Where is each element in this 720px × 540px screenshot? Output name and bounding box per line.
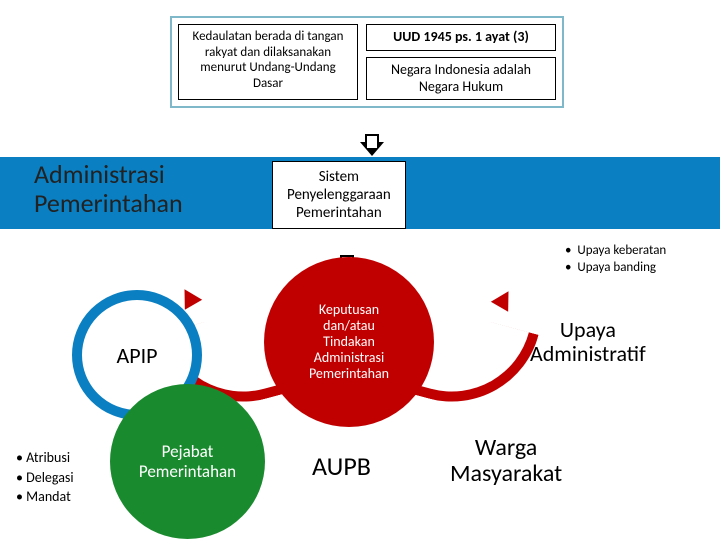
keputusan-l1: Keputusan bbox=[309, 302, 389, 318]
pejabat-circle: Pejabat Pemerintahan bbox=[110, 384, 265, 539]
keputusan-l5: Pemerintahan bbox=[309, 366, 389, 382]
top-right-col: UUD 1945 ps. 1 ayat (3) Negara Indonesia… bbox=[366, 24, 556, 100]
sistem-box: Sistem Penyelenggaraan Pemerintahan bbox=[272, 161, 406, 229]
keputusan-l3: Tindakan bbox=[309, 334, 389, 350]
warga-l2: Masyarakat bbox=[450, 461, 562, 487]
pejabat-l2: Pemerintahan bbox=[139, 462, 236, 482]
page-title: Administrasi Pemerintahan bbox=[34, 160, 183, 217]
negara-hukum-box: Negara Indonesia adalah Negara Hukum bbox=[366, 57, 556, 101]
keputusan-l4: Administrasi bbox=[309, 350, 389, 366]
title-line1: Administrasi bbox=[34, 160, 183, 189]
upaya-l2: Administratif bbox=[530, 342, 646, 366]
apip-label: APIP bbox=[116, 342, 157, 369]
sistem-l1: Sistem bbox=[287, 168, 391, 186]
list-item: Atribusi bbox=[16, 448, 74, 468]
top-frame: Kedaulatan berada di tangan rakyat dan d… bbox=[170, 16, 564, 108]
warga-label: Warga Masyarakat bbox=[450, 435, 562, 488]
upaya-l1: Upaya bbox=[530, 318, 646, 342]
arrowhead-icon bbox=[491, 286, 517, 312]
pejabat-l1: Pejabat bbox=[139, 442, 236, 462]
left-bullets: Atribusi Delegasi Mandat bbox=[16, 448, 74, 507]
list-item: Mandat bbox=[16, 487, 74, 507]
right-bullets: • Upaya keberatan • Upaya banding bbox=[565, 243, 666, 277]
sistem-l3: Pemerintahan bbox=[287, 204, 391, 222]
title-line2: Pemerintahan bbox=[34, 189, 183, 218]
sistem-l2: Penyelenggaraan bbox=[287, 186, 391, 204]
uud-box: UUD 1945 ps. 1 ayat (3) bbox=[366, 24, 556, 51]
list-item: • Upaya banding bbox=[565, 260, 666, 277]
keputusan-l2: dan/atau bbox=[309, 318, 389, 334]
aupb-label: AUPB bbox=[312, 450, 371, 482]
kedaulatan-box: Kedaulatan berada di tangan rakyat dan d… bbox=[178, 24, 358, 100]
arrow-icon bbox=[360, 142, 384, 156]
list-item: Delegasi bbox=[16, 468, 74, 488]
keputusan-circle: Keputusan dan/atau Tindakan Administrasi… bbox=[264, 257, 434, 427]
upaya-title: Upaya Administratif bbox=[530, 318, 646, 366]
warga-l1: Warga bbox=[450, 435, 562, 461]
list-item: • Upaya keberatan bbox=[565, 243, 666, 260]
